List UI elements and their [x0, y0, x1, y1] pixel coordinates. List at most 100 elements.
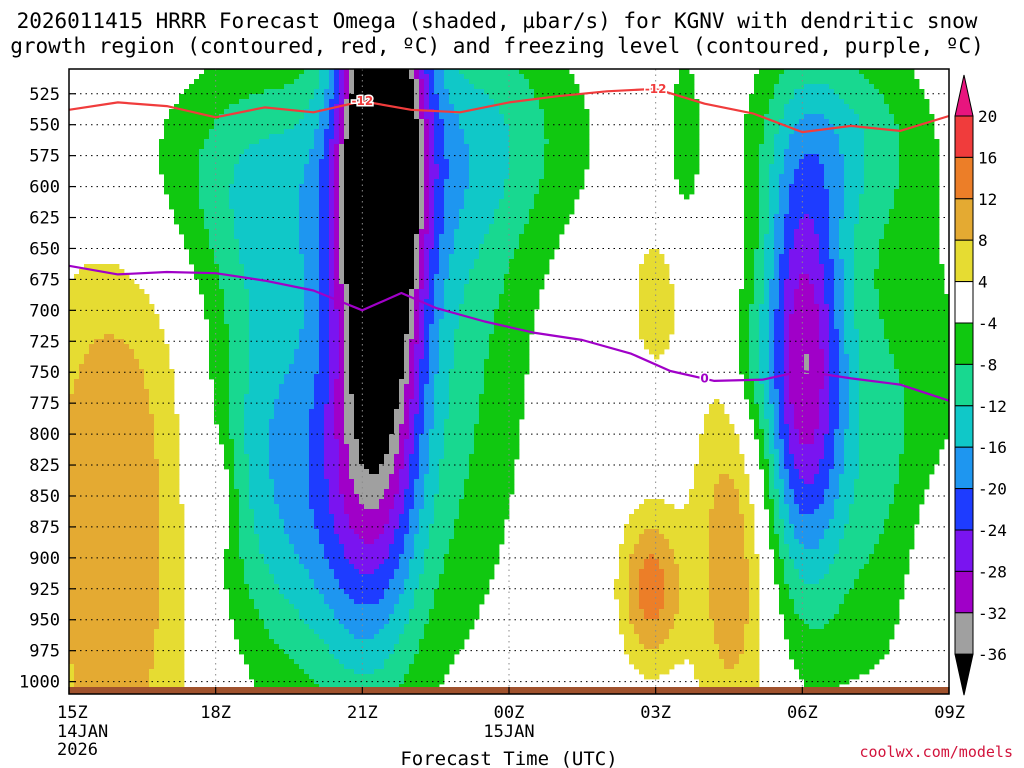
- omega-cell: [434, 159, 440, 165]
- omega-cell: [454, 184, 460, 190]
- omega-cell: [804, 164, 810, 170]
- omega-cell: [459, 144, 465, 150]
- omega-cell: [914, 84, 920, 90]
- omega-cell: [814, 204, 820, 210]
- omega-cell: [859, 164, 865, 170]
- omega-cell: [489, 214, 495, 220]
- omega-cell: [209, 194, 215, 200]
- omega-cell: [874, 179, 880, 185]
- omega-cell: [484, 159, 490, 165]
- omega-cell: [804, 99, 810, 105]
- omega-cell: [539, 229, 545, 235]
- omega-cell: [494, 214, 500, 220]
- omega-cell: [209, 229, 215, 235]
- omega-cell: [329, 139, 335, 145]
- omega-cell: [319, 144, 325, 150]
- omega-cell: [204, 254, 210, 260]
- omega-cell: [769, 129, 775, 135]
- omega-cell: [529, 94, 535, 100]
- omega-cell: [219, 149, 225, 155]
- omega-cell: [419, 84, 425, 90]
- omega-cell: [564, 89, 570, 95]
- omega-cell: [904, 214, 910, 220]
- omega-cell: [369, 204, 375, 210]
- omega-cell: [439, 179, 445, 185]
- omega-cell: [789, 114, 795, 120]
- omega-cell: [444, 89, 450, 95]
- omega-cell: [454, 79, 460, 85]
- omega-cell: [784, 244, 790, 250]
- omega-cell: [399, 74, 405, 80]
- omega-cell: [419, 89, 425, 95]
- omega-cell: [429, 179, 435, 185]
- omega-cell: [554, 164, 560, 170]
- omega-cell: [519, 149, 525, 155]
- omega-cell: [934, 264, 940, 270]
- omega-cell: [439, 84, 445, 90]
- omega-cell: [474, 179, 480, 185]
- omega-cell: [924, 179, 930, 185]
- omega-cell: [459, 249, 465, 255]
- omega-cell: [439, 159, 445, 165]
- omega-cell: [544, 144, 550, 150]
- omega-cell: [469, 229, 475, 235]
- omega-cell: [829, 269, 835, 275]
- omega-cell: [509, 129, 515, 135]
- omega-cell: [344, 134, 350, 140]
- omega-cell: [224, 124, 230, 130]
- omega-cell: [869, 134, 875, 140]
- omega-cell: [404, 264, 410, 270]
- omega-cell: [929, 254, 935, 260]
- omega-cell: [379, 194, 385, 200]
- omega-cell: [744, 199, 750, 205]
- omega-cell: [344, 159, 350, 165]
- omega-cell: [494, 194, 500, 200]
- omega-cell: [489, 259, 495, 265]
- omega-cell: [504, 99, 510, 105]
- omega-cell: [584, 154, 590, 160]
- omega-cell: [879, 134, 885, 140]
- omega-cell: [264, 189, 270, 195]
- omega-cell: [529, 119, 535, 125]
- omega-cell: [529, 174, 535, 180]
- omega-cell: [379, 204, 385, 210]
- omega-cell: [424, 209, 430, 215]
- omega-cell: [394, 159, 400, 165]
- omega-cell: [304, 214, 310, 220]
- omega-cell: [519, 214, 525, 220]
- omega-cell: [679, 124, 685, 130]
- omega-cell: [559, 79, 565, 85]
- omega-cell: [929, 204, 935, 210]
- omega-cell: [519, 224, 525, 230]
- omega-cell: [744, 144, 750, 150]
- omega-cell: [789, 164, 795, 170]
- omega-cell: [264, 179, 270, 185]
- omega-cell: [539, 109, 545, 115]
- omega-cell: [539, 139, 545, 145]
- omega-cell: [749, 219, 755, 225]
- omega-cell: [234, 179, 240, 185]
- omega-cell: [574, 159, 580, 165]
- omega-cell: [209, 239, 215, 245]
- omega-cell: [319, 84, 325, 90]
- omega-cell: [814, 134, 820, 140]
- omega-cell: [304, 74, 310, 80]
- omega-cell: [654, 249, 660, 255]
- omega-cell: [774, 194, 780, 200]
- omega-cell: [309, 204, 315, 210]
- omega-cell: [234, 269, 240, 275]
- omega-cell: [909, 204, 915, 210]
- omega-cell: [914, 254, 920, 260]
- omega-cell: [399, 99, 405, 105]
- omega-cell: [744, 139, 750, 145]
- omega-cell: [259, 179, 265, 185]
- omega-cell: [759, 179, 765, 185]
- omega-cell: [579, 94, 585, 100]
- omega-cell: [779, 154, 785, 160]
- omega-cell: [174, 219, 180, 225]
- omega-cell: [279, 119, 285, 125]
- omega-cell: [914, 229, 920, 235]
- omega-cell: [209, 219, 215, 225]
- omega-cell: [364, 164, 370, 170]
- omega-cell: [819, 209, 825, 215]
